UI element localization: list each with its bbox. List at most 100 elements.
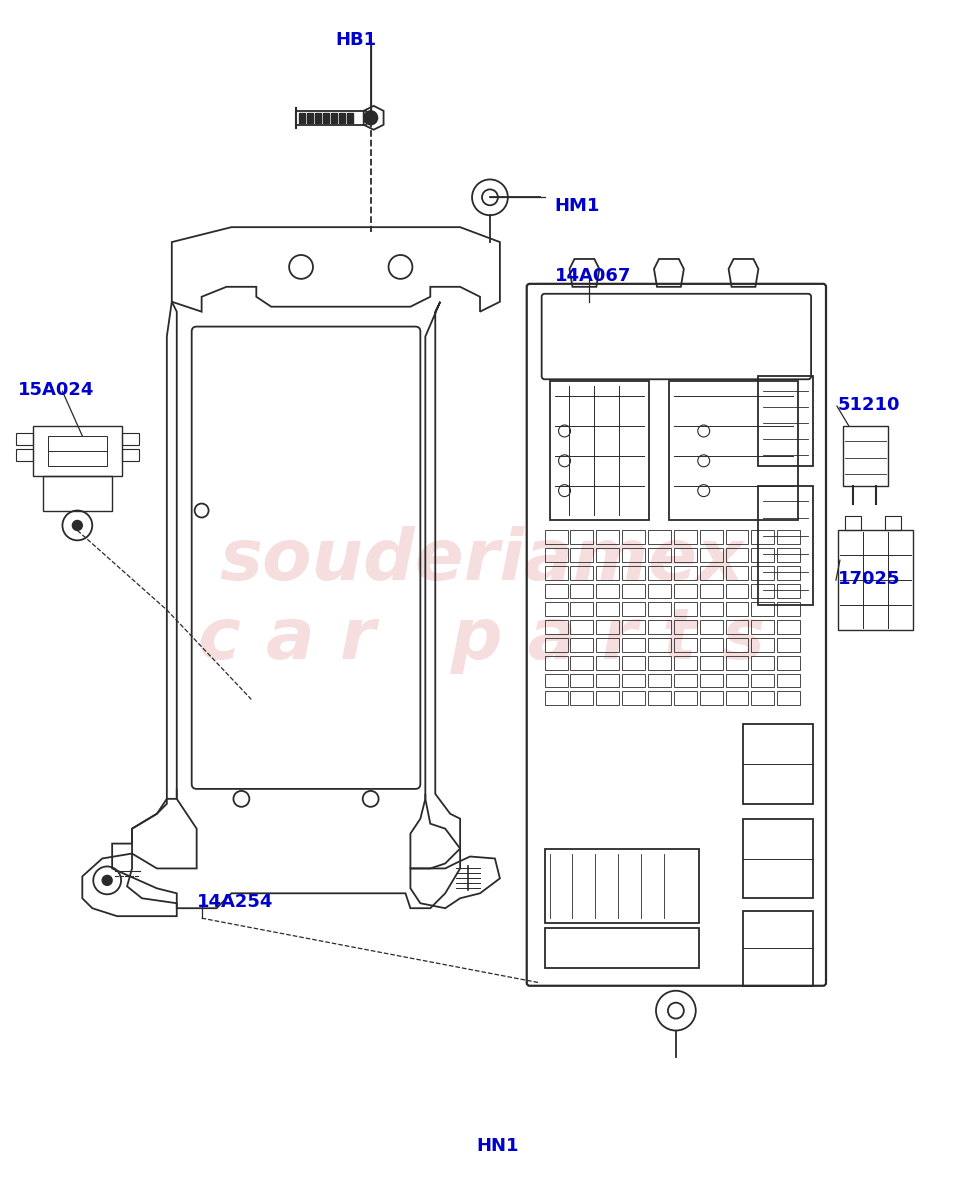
Bar [843,426,888,486]
Bar [571,548,594,563]
Bar [752,566,774,580]
Bar [571,566,594,580]
Bar [545,566,568,580]
Bar [752,530,774,545]
Bar [752,620,774,634]
Bar [15,449,33,461]
Bar [15,433,33,445]
Bar [545,848,699,923]
Bar [571,691,594,706]
Bar [726,602,748,616]
Bar [545,530,568,545]
Bar [597,530,619,545]
Bar [33,426,122,475]
Bar [752,691,774,706]
Bar [648,673,671,688]
Bar [759,377,813,466]
Bar [622,673,645,688]
Bar [752,548,774,563]
Bar [571,655,594,670]
Bar [597,637,619,652]
Text: HN1: HN1 [476,1136,520,1154]
Bar [752,584,774,598]
Circle shape [363,110,378,125]
Bar [674,691,697,706]
Bar [545,655,568,670]
Text: souderiamex
c a r   p a r t s: souderiamex c a r p a r t s [199,526,765,674]
Bar [700,530,723,545]
Bar [622,530,645,545]
Text: HB1: HB1 [335,31,376,49]
Bar [777,602,800,616]
Bar [777,566,800,580]
Bar [648,655,671,670]
Bar [777,637,800,652]
Bar [700,691,723,706]
Bar [545,620,568,634]
Bar [597,691,619,706]
Bar [777,655,800,670]
Bar [726,655,748,670]
Text: 15A024: 15A024 [17,382,94,400]
Circle shape [102,876,112,886]
Bar [597,584,619,598]
Bar [777,620,800,634]
Text: 14A254: 14A254 [197,893,273,911]
Bar [726,566,748,580]
Bar [545,673,568,688]
Bar [648,548,671,563]
Bar [752,655,774,670]
Circle shape [72,521,82,530]
Bar [777,584,800,598]
Bar [777,673,800,688]
Bar [571,584,594,598]
Bar [122,433,139,445]
Bar [674,566,697,580]
Bar [545,691,568,706]
Bar [648,602,671,616]
Bar [752,637,774,652]
Bar [571,602,594,616]
Bar [700,655,723,670]
Bar [777,691,800,706]
Bar [674,620,697,634]
Bar [726,637,748,652]
Bar [42,475,112,510]
Bar [752,602,774,616]
Bar [597,602,619,616]
Text: 14A067: 14A067 [554,266,631,284]
Bar [674,655,697,670]
Bar [700,637,723,652]
Bar [700,673,723,688]
Bar [726,548,748,563]
Bar [726,673,748,688]
Text: 51210: 51210 [838,396,900,414]
Bar [571,673,594,688]
Bar [885,516,900,530]
Bar [726,691,748,706]
Bar [777,530,800,545]
Text: 17025: 17025 [838,570,900,588]
Bar [648,691,671,706]
Bar [743,911,813,985]
Bar [545,928,699,968]
Bar [743,818,813,899]
Bar [726,584,748,598]
Bar [597,620,619,634]
Bar [597,655,619,670]
Bar [47,436,107,466]
Bar [743,725,813,804]
Bar [545,584,568,598]
Bar [545,548,568,563]
Bar [700,548,723,563]
Bar [700,566,723,580]
Bar [545,602,568,616]
Bar [571,530,594,545]
Bar [674,637,697,652]
Bar [726,620,748,634]
Bar [571,637,594,652]
Bar [622,655,645,670]
Bar [777,548,800,563]
Bar [622,637,645,652]
Bar [571,620,594,634]
